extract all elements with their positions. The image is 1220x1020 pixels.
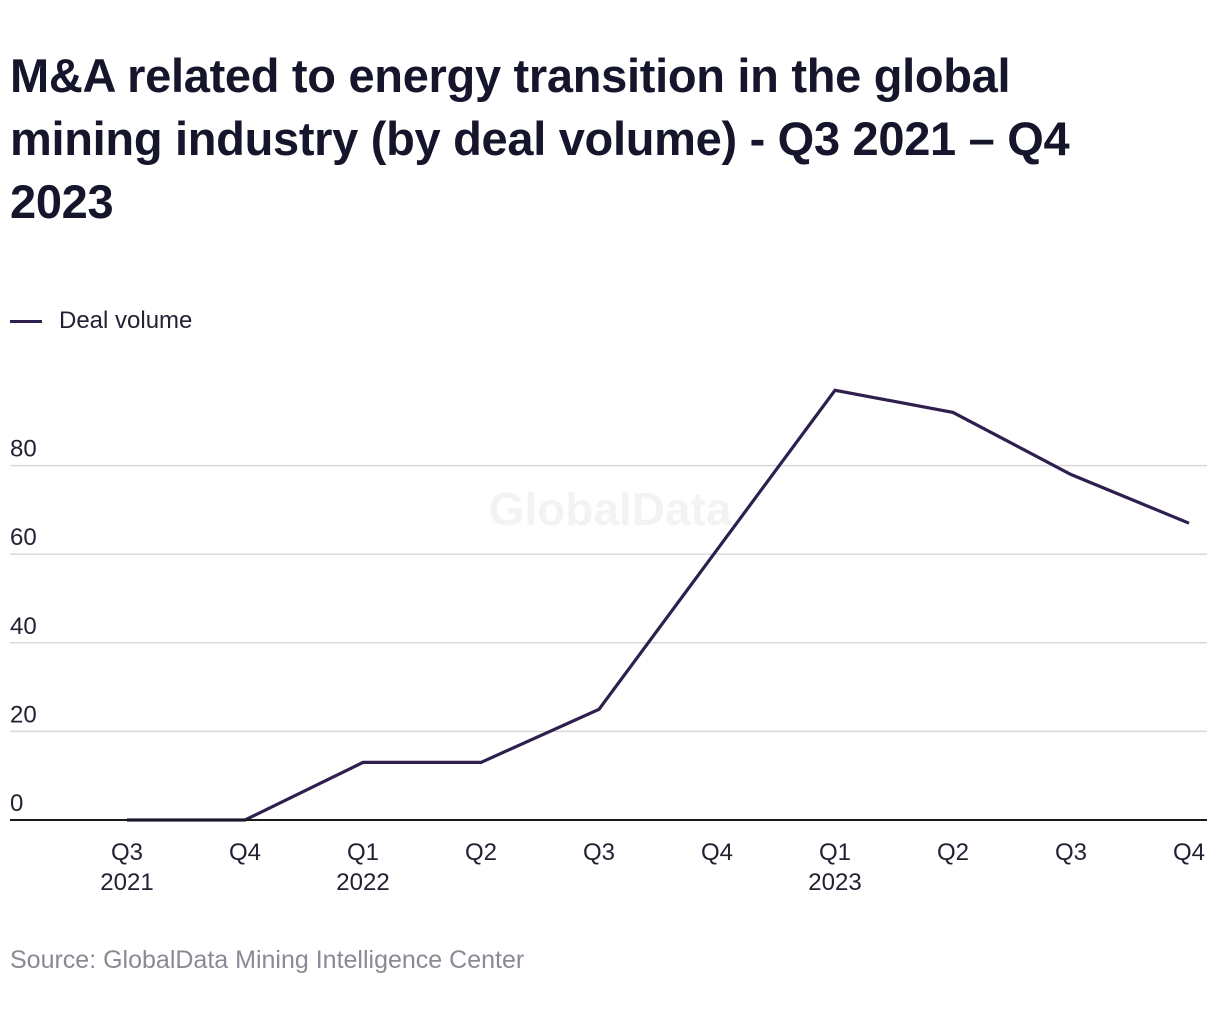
grid-layer	[10, 464, 1207, 733]
y-tick-label-40: 40	[10, 613, 37, 640]
data-point-7	[951, 410, 955, 414]
x-tick-label-9: Q4	[1173, 839, 1205, 866]
legend: Deal volume	[10, 306, 192, 336]
x-tick-year-6: 2023	[808, 869, 861, 896]
x-tick-label-2: Q1	[347, 839, 379, 866]
data-point-4	[597, 707, 601, 711]
y-tick-label-80: 80	[10, 436, 37, 463]
y-tick-label-0: 0	[10, 790, 23, 817]
data-point-6	[833, 388, 837, 392]
x-tick-label-5: Q4	[701, 839, 733, 866]
x-axis-ticks: Q3 2021 Q4 Q1 2022 Q2 Q3 Q4 Q1 2023 Q2 Q3 Q4	[100, 839, 1205, 896]
x-tick-label-8: Q3	[1055, 839, 1087, 866]
data-point-8	[1069, 472, 1073, 476]
x-tick-label-0: Q3	[111, 839, 143, 866]
source-note: Source: GlobalData Mining Intelligence C…	[10, 946, 525, 974]
x-tick-label-1: Q4	[229, 839, 261, 866]
x-tick-year-2: 2022	[336, 869, 389, 896]
x-tick-label-4: Q3	[583, 839, 615, 866]
series-layer	[127, 388, 1191, 822]
series-line-deal-volume	[127, 388, 1190, 822]
y-tick-label-20: 20	[10, 701, 37, 728]
legend-label-deal-volume: Deal volume	[59, 307, 193, 334]
data-point-2	[361, 760, 365, 764]
x-tick-year-0: 2021	[100, 869, 153, 896]
watermark: GlobalData	[489, 483, 732, 535]
y-tick-label-60: 60	[10, 524, 37, 551]
x-tick-label-7: Q2	[937, 839, 969, 866]
x-tick-label-3: Q2	[465, 839, 497, 866]
x-tick-label-6: Q1	[819, 839, 851, 866]
chart-title: M&A related to energy transition in the …	[10, 49, 1070, 228]
y-axis-ticks: 0 20 40 60 80	[10, 436, 37, 817]
data-point-3	[479, 760, 483, 764]
data-point-9	[1187, 521, 1191, 525]
legend-swatch-deal-volume	[10, 319, 42, 323]
data-point-5	[715, 548, 719, 552]
